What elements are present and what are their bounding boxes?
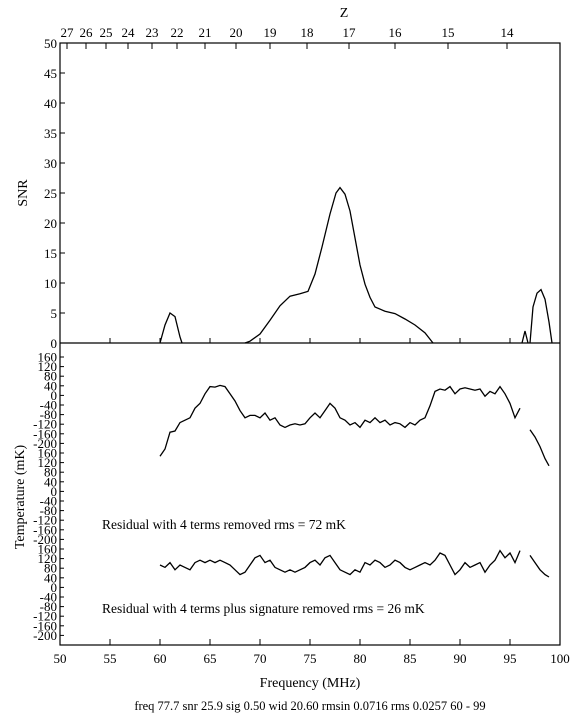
temperature-tick-label: -120	[33, 609, 57, 624]
temperature-tick-label: -120	[33, 513, 57, 528]
residual-curves	[159, 384, 550, 578]
temperature-panel: 16012080400-40-80-120-160-20016012080400…	[13, 338, 570, 691]
temperature-tick-label: 40	[44, 378, 57, 393]
frequency-axis-label: Frequency (MHz)	[260, 676, 361, 691]
z-tick-label: 16	[389, 25, 403, 40]
z-axis-label: Z	[340, 6, 349, 21]
snr-curve-segment	[244, 186, 434, 344]
snr-tick-label: 40	[44, 96, 57, 111]
frequency-tick-label: 95	[504, 651, 517, 666]
temperature-tick-label: -40	[40, 398, 57, 413]
plot-border	[59, 42, 561, 646]
z-tick-label: 20	[230, 25, 243, 40]
temperature-tick-label: -80	[40, 503, 57, 518]
snr-curve-segment	[159, 311, 183, 344]
temperature-tick-label: 160	[38, 446, 58, 461]
temperature-tick-label: -160	[33, 618, 57, 633]
fit-summary-footer: freq 77.7 snr 25.9 sig 0.50 wid 20.60 rm…	[134, 699, 485, 713]
temperature-tick-label: -80	[40, 407, 57, 422]
frequency-tick-label: 75	[304, 651, 317, 666]
z-tick-label: 24	[122, 25, 136, 40]
temperature-tick-label: -200	[33, 532, 57, 547]
snr-tick-label: 15	[44, 246, 57, 261]
frequency-tick-label: 90	[454, 651, 467, 666]
temperature-tick-label: 160	[38, 350, 58, 365]
temperature-tick-label: 80	[44, 465, 57, 480]
residual-4-terms-line	[529, 429, 550, 467]
residual-4-terms-annotation: Residual with 4 terms removed rms = 72 m…	[102, 517, 346, 532]
residual-4-terms-line	[159, 384, 521, 457]
temperature-axis-label: Temperature (mK)	[13, 444, 28, 549]
z-tick-label: 26	[80, 25, 94, 40]
snr-y-axis-ticks: 0 5 10 15 20 25 30 35 40 45 50	[44, 36, 65, 351]
temperature-tick-label: -200	[33, 628, 57, 643]
frequency-tick-label: 100	[550, 651, 570, 666]
frequency-x-axis-ticks: 50 55 60 65 70 75 80 85 90 95 100	[54, 338, 570, 666]
snr-curve-segment	[521, 330, 529, 344]
z-tick-label: 14	[501, 25, 515, 40]
temperature-y-axis-ticks: 16012080400-40-80-120-160-20016012080400…	[33, 350, 64, 643]
frequency-tick-label: 85	[404, 651, 417, 666]
snr-tick-label: 45	[44, 66, 57, 81]
temperature-tick-label: 0	[51, 580, 58, 595]
temperature-tick-label: -120	[33, 417, 57, 432]
snr-tick-label: 5	[51, 306, 58, 321]
snr-tick-label: 0	[51, 336, 58, 351]
snr-curve-segment	[529, 288, 553, 344]
temperature-tick-label: -160	[33, 522, 57, 537]
frequency-tick-label: 70	[254, 651, 267, 666]
plot-frame	[59, 42, 561, 646]
frequency-tick-label: 50	[54, 651, 67, 666]
temperature-tick-label: 40	[44, 570, 57, 585]
z-tick-label: 22	[171, 25, 184, 40]
temperature-tick-label: 120	[38, 359, 58, 374]
frequency-tick-label: 80	[354, 651, 367, 666]
temperature-tick-label: -160	[33, 426, 57, 441]
snr-tick-label: 50	[44, 36, 57, 51]
temperature-tick-label: 120	[38, 551, 58, 566]
temperature-tick-label: 40	[44, 474, 57, 489]
z-tick-label: 19	[264, 25, 277, 40]
temperature-tick-label: 0	[51, 484, 58, 499]
temperature-tick-label: 0	[51, 388, 58, 403]
residual-signature-line	[529, 555, 550, 578]
frequency-tick-label: 65	[204, 651, 217, 666]
snr-tick-label: 25	[44, 186, 57, 201]
residual-signature-line	[159, 549, 521, 576]
temperature-tick-label: -40	[40, 494, 57, 509]
snr-tick-label: 30	[44, 156, 57, 171]
temperature-tick-label: -80	[40, 599, 57, 614]
temperature-tick-label: 160	[38, 542, 58, 557]
temperature-tick-label: 80	[44, 369, 57, 384]
frequency-tick-label: 60	[154, 651, 167, 666]
snr-axis-label: SNR	[16, 179, 31, 207]
z-tick-label: 21	[199, 25, 212, 40]
snr-curve	[159, 186, 553, 344]
snr-tick-label: 20	[44, 216, 57, 231]
z-tick-label: 27	[61, 25, 75, 40]
z-tick-label: 15	[442, 25, 455, 40]
snr-panel: 0 5 10 15 20 25 30 35 40 45 50 27 26 25 24 23 22 21 20 19 1…	[16, 6, 553, 351]
z-tick-label: 25	[100, 25, 113, 40]
snr-tick-label: 10	[44, 276, 57, 291]
temperature-tick-label: -40	[40, 590, 57, 605]
frequency-tick-label: 55	[104, 651, 117, 666]
z-tick-label: 18	[301, 25, 314, 40]
residual-signature-annotation: Residual with 4 terms plus signature rem…	[102, 601, 425, 616]
snr-tick-label: 35	[44, 126, 57, 141]
temperature-tick-label: -200	[33, 436, 57, 451]
z-tick-label: 17	[343, 25, 357, 40]
temperature-tick-label: 80	[44, 561, 57, 576]
z-tick-label: 23	[146, 25, 159, 40]
temperature-tick-label: 120	[38, 455, 58, 470]
z-top-axis-ticks: 27 26 25 24 23 22 21 20 19 18 17 16 15 14	[61, 25, 515, 49]
